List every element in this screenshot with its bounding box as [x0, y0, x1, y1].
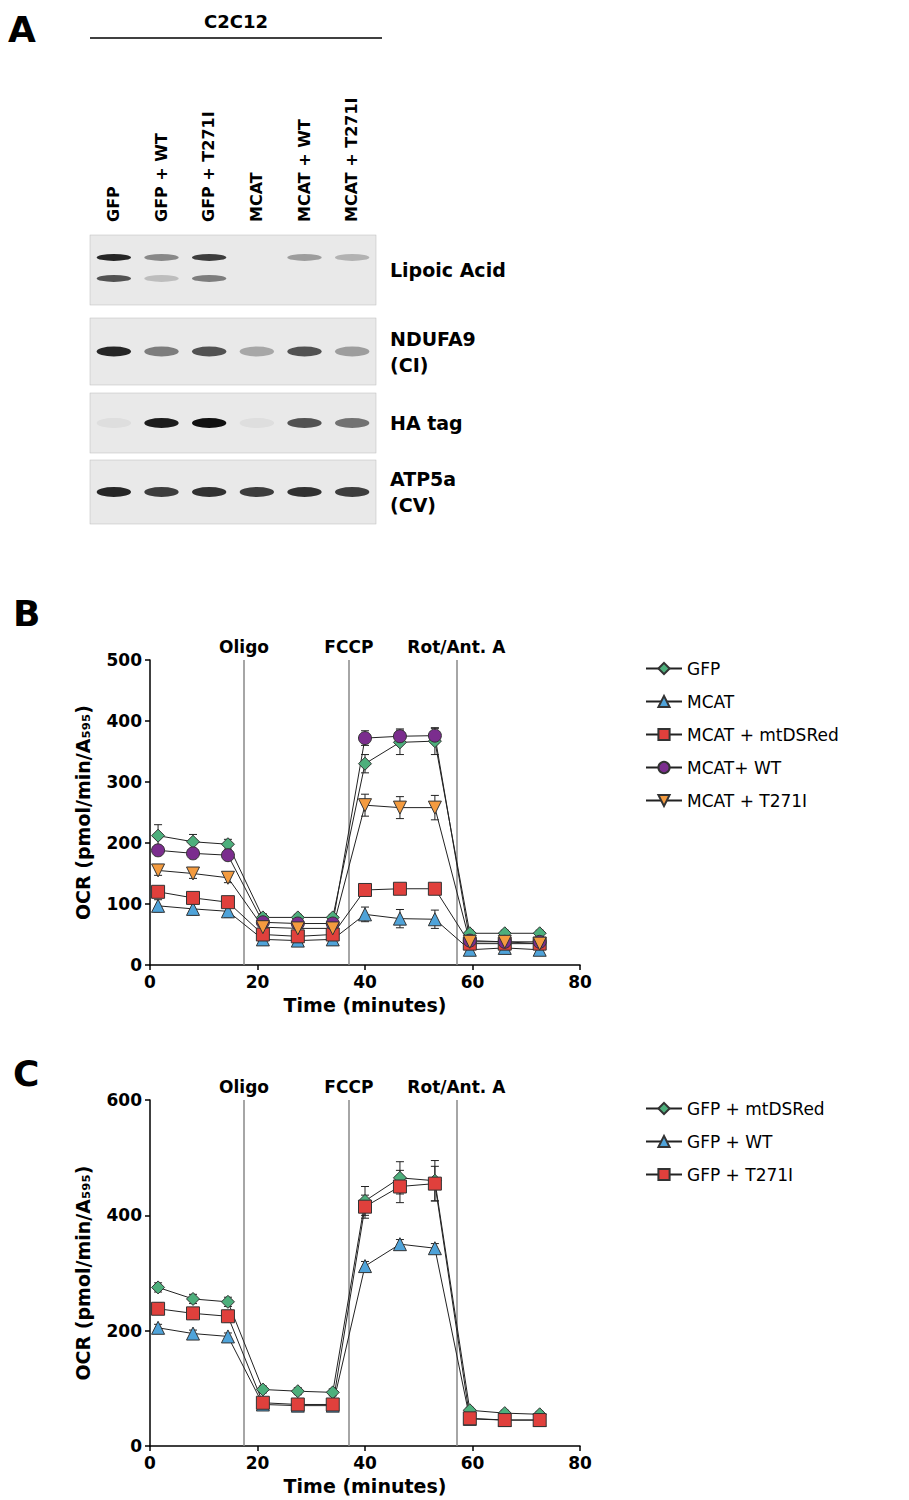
svg-text:0: 0 [144, 1453, 156, 1473]
svg-text:MCAT + WT: MCAT + WT [295, 119, 314, 222]
svg-text:ATP5a: ATP5a [390, 468, 456, 490]
svg-text:MCAT + mtDSRed: MCAT + mtDSRed [687, 725, 839, 745]
svg-text:0: 0 [130, 1436, 142, 1456]
svg-text:40: 40 [353, 972, 377, 992]
svg-text:(CV): (CV) [390, 494, 436, 516]
svg-text:A: A [8, 9, 36, 50]
svg-text:GFP + mtDSRed: GFP + mtDSRed [687, 1099, 825, 1119]
svg-text:NDUFA9: NDUFA9 [390, 328, 476, 350]
svg-text:200: 200 [107, 1321, 143, 1341]
svg-text:HA tag: HA tag [390, 412, 463, 434]
svg-text:GFP + T271I: GFP + T271I [687, 1165, 793, 1185]
svg-text:80: 80 [568, 1453, 592, 1473]
svg-text:Lipoic Acid: Lipoic Acid [390, 259, 506, 281]
svg-text:500: 500 [107, 650, 143, 670]
svg-text:C: C [13, 1053, 39, 1094]
svg-text:0: 0 [144, 972, 156, 992]
svg-text:400: 400 [107, 711, 143, 731]
svg-text:FCCP: FCCP [324, 637, 373, 657]
svg-text:400: 400 [107, 1205, 143, 1225]
svg-text:C2C12: C2C12 [204, 11, 268, 32]
svg-text:60: 60 [461, 1453, 485, 1473]
svg-text:MCAT + T271I: MCAT + T271I [687, 791, 807, 811]
svg-text:OCR (pmol/min/A₅₉₅): OCR (pmol/min/A₅₉₅) [72, 1165, 94, 1380]
svg-text:GFP: GFP [687, 659, 720, 679]
svg-text:MCAT: MCAT [247, 172, 266, 222]
svg-text:20: 20 [246, 972, 270, 992]
svg-text:GFP + T271I: GFP + T271I [199, 111, 218, 222]
svg-text:(CI): (CI) [390, 354, 428, 376]
svg-text:B: B [13, 593, 40, 634]
svg-text:GFP + WT: GFP + WT [687, 1132, 773, 1152]
svg-text:Time (minutes): Time (minutes) [284, 994, 447, 1016]
svg-text:60: 60 [461, 972, 485, 992]
svg-text:0: 0 [130, 955, 142, 975]
svg-text:MCAT: MCAT [687, 692, 735, 712]
svg-text:GFP + WT: GFP + WT [152, 133, 171, 222]
svg-text:MCAT + T271I: MCAT + T271I [342, 97, 361, 222]
svg-text:20: 20 [246, 1453, 270, 1473]
svg-text:MCAT+ WT: MCAT+ WT [687, 758, 782, 778]
svg-text:OCR (pmol/min/A₅₉₅): OCR (pmol/min/A₅₉₅) [72, 705, 94, 920]
svg-text:Oligo: Oligo [219, 637, 269, 657]
svg-text:GFP: GFP [104, 186, 123, 222]
svg-text:Time (minutes): Time (minutes) [284, 1475, 447, 1497]
svg-text:40: 40 [353, 1453, 377, 1473]
svg-text:100: 100 [107, 894, 143, 914]
svg-text:Rot/Ant. A: Rot/Ant. A [407, 1077, 506, 1097]
svg-text:600: 600 [107, 1090, 143, 1110]
svg-text:FCCP: FCCP [324, 1077, 373, 1097]
svg-text:300: 300 [107, 772, 143, 792]
svg-text:Oligo: Oligo [219, 1077, 269, 1097]
svg-text:Rot/Ant. A: Rot/Ant. A [407, 637, 506, 657]
svg-text:80: 80 [568, 972, 592, 992]
svg-text:200: 200 [107, 833, 143, 853]
